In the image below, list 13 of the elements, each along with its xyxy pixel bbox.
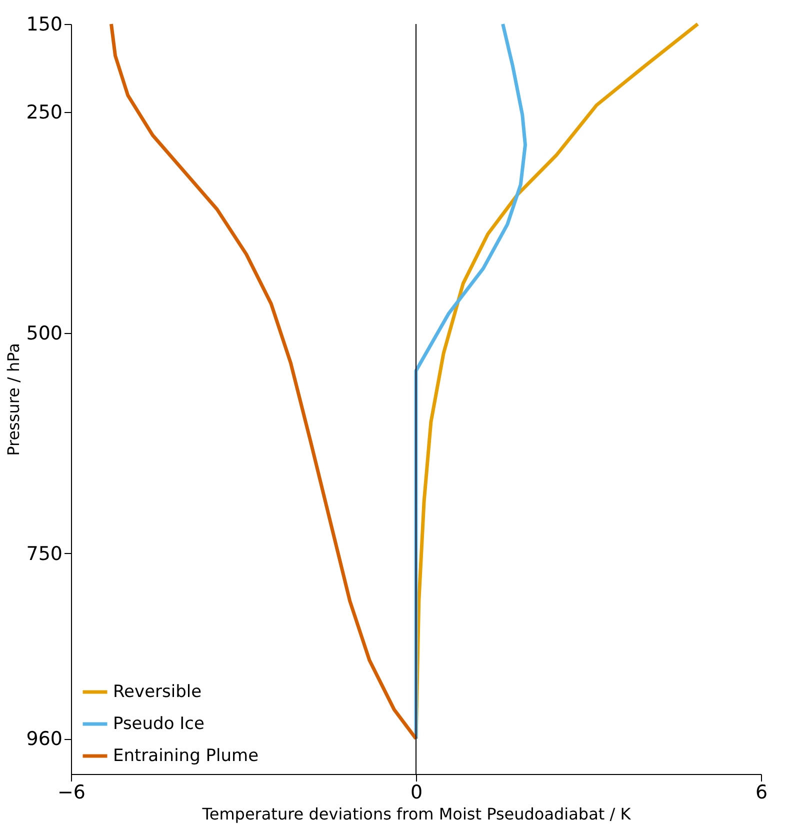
y-axis-title: Pressure / hPa xyxy=(4,343,24,456)
y-tick-label: 750 xyxy=(26,542,62,565)
y-tick-label: 500 xyxy=(26,322,62,344)
y-tick-label: 150 xyxy=(26,14,62,36)
legend-label: Pseudo Ice xyxy=(113,714,204,734)
y-tick-label: 250 xyxy=(26,102,62,124)
x-axis-title: Temperature deviations from Moist Pseudoadiabat / K xyxy=(201,804,632,824)
y-tick-label: 960 xyxy=(26,728,62,750)
x-tick-label: −6 xyxy=(57,782,86,804)
legend-label: Reversible xyxy=(113,682,202,702)
x-tick-label: 0 xyxy=(410,782,423,804)
legend-label: Entraining Plume xyxy=(113,746,259,766)
x-tick-label: 6 xyxy=(755,782,768,804)
